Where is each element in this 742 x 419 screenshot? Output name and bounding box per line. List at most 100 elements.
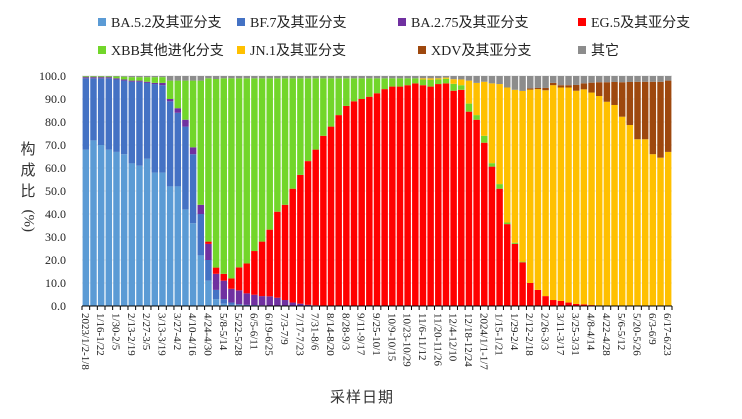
bar-segment [235,304,243,306]
legend-item: BA.2.75及其亚分支 [398,12,528,32]
bar-segment [189,76,197,81]
bar-segment [151,76,159,78]
bar-segment [243,76,250,79]
bar-segment [343,76,350,79]
bar-segment [289,78,296,189]
bar-segment [350,78,358,102]
bar-segment [235,290,243,305]
bar-segment [197,255,204,306]
bar-segment [174,76,182,81]
bar-segment [419,76,427,79]
legend-label: XDV及其亚分支 [431,44,532,59]
x-tick-label: 8/28-9/3 [339,313,351,351]
x-tick-label: 3/13-3/19 [155,313,167,356]
bar-segment [97,78,105,145]
x-tick-label: 3/11-3/17 [554,313,566,356]
bar-segment [373,93,381,306]
bar-segment [649,81,657,155]
bar-segment [550,82,557,86]
y-title-char: 成 [20,163,36,179]
bar-segment [565,85,572,88]
bar-segment [120,76,128,80]
bar-segment [511,76,519,90]
bar-segment [174,108,182,113]
bar-segment [634,139,641,306]
bar-segment [97,76,105,78]
bar-segment [542,90,549,297]
bar-segment [481,142,488,306]
bar-segment [458,85,465,90]
bar-segment [373,78,381,94]
bar-segment [634,76,641,82]
bar-segment [435,76,442,79]
y-title-char: 比 [20,184,36,200]
bar-segment [205,243,212,260]
legend-swatch [98,46,106,54]
bar-segment [481,135,488,143]
bar-segment [618,82,626,117]
x-tick-label: 2/27-3/5 [140,313,152,351]
bar-segment [396,76,404,79]
bar-segment [488,166,496,306]
bar-segment [143,77,151,82]
bar-segment [641,76,649,82]
bar-segment [649,76,657,82]
bar-segment [281,78,289,205]
bar-segment [641,81,649,140]
bar-segment [197,204,204,214]
x-tick-label: 9/11-9/17 [355,313,367,356]
bar-segment [220,280,227,300]
bar-segment [304,76,312,79]
bar-segment [504,87,511,223]
bar-segment [251,78,258,252]
bar-segment [358,78,365,99]
bar-segment [235,76,243,79]
bar-segment [82,77,90,79]
bar-segment [335,78,342,116]
bar-segment [166,186,174,306]
bar-segment [527,88,534,90]
bar-segment [381,78,388,90]
y-title-unit: (%) [20,209,37,233]
bar-segment [381,76,388,79]
bar-segment [664,151,672,306]
bar-segment [297,303,304,306]
bar-segment [266,229,273,297]
bar-segment [266,76,273,79]
x-tick-label: 2024/1/1-1/7 [477,313,489,370]
bar-segment [128,76,136,78]
bar-segment [174,186,182,306]
bar-segment [595,76,603,83]
bar-segment [580,83,588,90]
bar-segment [618,76,626,83]
bar-segment [120,76,128,77]
legend-swatch [237,18,245,26]
bar-segment [212,267,220,274]
x-tick-label: 7/31-8/6 [309,313,321,351]
bar-segment [404,78,411,86]
bar-segment [243,263,250,294]
bar-segment [496,84,503,185]
bar-segment [442,77,450,79]
bar-segment [166,76,174,81]
bar-segment [174,112,182,187]
bar-segment [527,89,534,283]
bar-segment [496,76,503,85]
bar-segment [664,80,672,152]
bar-segment [228,76,235,79]
bar-segment [519,76,526,91]
bar-segment [189,80,197,148]
bar-segment [358,99,365,306]
bar-segment [281,300,289,306]
bar-segment [634,81,641,140]
bar-segment [228,302,235,305]
x-tick-label: 1/15-1/21 [493,313,505,356]
x-tick-label: 2023/1/2-1/8 [79,313,91,370]
bar-segment [580,76,588,84]
bar-segment [504,76,511,88]
legend-item: BF.7及其亚分支 [237,12,347,32]
bar-segment [488,83,496,164]
bar-segment [504,224,511,306]
legend-item: JN.1及其亚分支 [237,40,346,60]
bar-segment [251,251,258,295]
